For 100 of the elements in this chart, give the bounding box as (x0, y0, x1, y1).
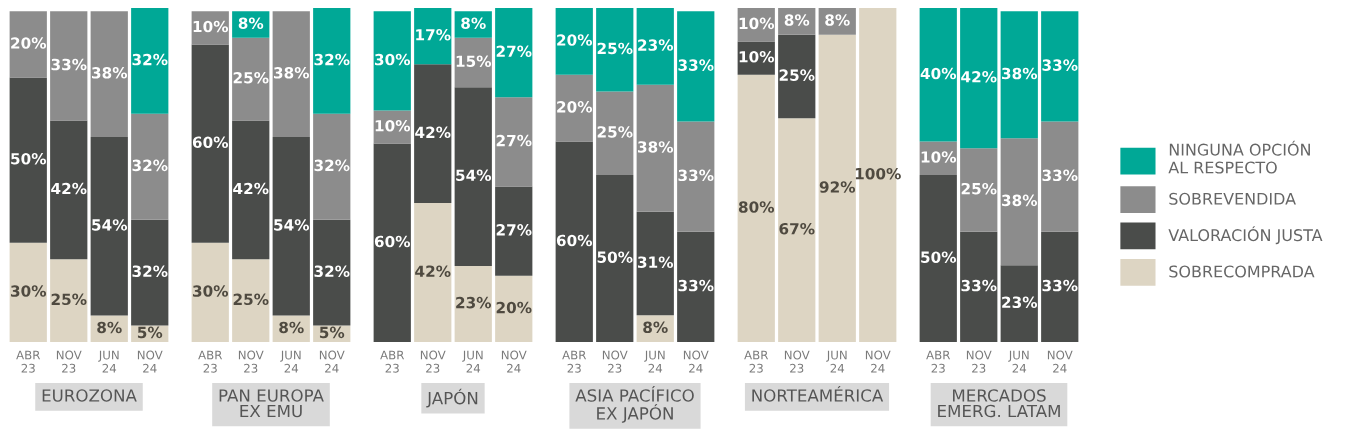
bar (495, 186, 533, 276)
data-label: 25% (597, 126, 633, 138)
data-label: 33% (678, 279, 714, 292)
x-axis-title: MERCADOS EMERG. LATAM (938, 389, 1060, 418)
bar (778, 118, 816, 342)
data-label: 17% (416, 28, 451, 41)
bar (636, 211, 674, 316)
x-tick-label: JUN 24 (462, 350, 483, 373)
x-tick-label: NOV 24 (683, 350, 709, 373)
data-label: 25% (961, 182, 997, 195)
data-label: 67% (779, 222, 815, 235)
data-label: 10% (739, 17, 775, 30)
data-label: 32% (314, 265, 350, 277)
data-label: 50% (921, 251, 957, 263)
bar (131, 8, 169, 114)
data-label: 25% (233, 293, 269, 306)
x-tick-label: ABR 23 (380, 350, 405, 373)
bar (495, 275, 533, 342)
data-label: 27% (496, 224, 532, 236)
data-label: 33% (1042, 169, 1078, 182)
bar (555, 8, 593, 75)
bar (414, 8, 452, 65)
data-label: 33% (678, 169, 714, 182)
x-tick-label: ABR 23 (744, 350, 769, 373)
bar (90, 11, 128, 137)
data-label: 25% (233, 71, 269, 84)
data-label: 42% (233, 182, 269, 195)
x-tick-label: JUN 24 (1008, 350, 1029, 373)
bar (191, 242, 229, 342)
bar (131, 219, 169, 326)
legend-label: SOBREVENDIDA (1169, 192, 1296, 205)
x-tick-label: NOV 23 (602, 350, 628, 373)
data-label: 33% (1042, 59, 1078, 71)
data-label: 30% (10, 285, 47, 297)
data-label: 32% (132, 53, 168, 66)
bar (636, 8, 674, 85)
x-axis-title: EUROZONA (42, 389, 137, 402)
x-tick-label: NOV 23 (784, 350, 810, 373)
data-label: 31% (637, 256, 674, 268)
x-tick-label: NOV 24 (501, 350, 527, 373)
data-label: 50% (597, 251, 633, 263)
bar (818, 34, 856, 342)
data-label: 8% (784, 14, 810, 26)
bar (313, 113, 351, 220)
data-label: 25% (597, 42, 633, 55)
bar (414, 203, 452, 342)
x-tick-label: ABR 23 (562, 350, 587, 373)
bar (313, 8, 351, 114)
bar (232, 259, 270, 342)
data-label: 20% (557, 34, 593, 46)
data-label: 38% (91, 67, 128, 79)
bar (9, 77, 47, 243)
bar (1041, 121, 1079, 232)
bar (9, 11, 47, 78)
data-label: 5% (319, 326, 345, 339)
data-label: 5% (137, 326, 163, 339)
x-axis-title: JAPÓN (426, 388, 478, 408)
bar (131, 113, 169, 220)
data-label: 10% (921, 151, 957, 163)
bar (677, 11, 715, 122)
bar (677, 231, 715, 342)
bar (919, 175, 957, 342)
data-label: 50% (11, 153, 47, 165)
data-label: 38% (1001, 67, 1038, 80)
x-tick-label: JUN 24 (644, 350, 665, 373)
bar (960, 231, 998, 342)
bar (555, 141, 593, 342)
data-label: 32% (314, 53, 350, 66)
data-label: 60% (556, 234, 593, 247)
bar (1000, 138, 1038, 266)
data-label: 54% (456, 169, 492, 182)
data-label: 60% (192, 136, 229, 149)
data-label: 32% (132, 265, 168, 277)
data-label: 33% (1042, 279, 1078, 292)
bar (919, 8, 957, 142)
bar (1041, 11, 1079, 122)
bar (596, 91, 634, 175)
bar (778, 34, 816, 119)
bar (1000, 265, 1038, 342)
bar (313, 219, 351, 326)
data-label: 23% (638, 39, 674, 51)
data-label: 23% (456, 296, 492, 309)
data-label: 8% (97, 321, 122, 334)
x-tick-label: NOV 23 (238, 350, 264, 373)
bar (555, 74, 593, 142)
bar (960, 148, 998, 232)
data-label: 25% (51, 293, 87, 306)
data-label: 80% (738, 201, 775, 213)
data-label: 10% (193, 20, 229, 33)
x-tick-label: JUN 24 (280, 350, 301, 373)
data-label: 20% (557, 101, 593, 113)
data-label: 32% (132, 159, 168, 172)
bar (454, 87, 492, 266)
bar (373, 11, 411, 111)
bar (50, 259, 88, 342)
data-label: 54% (92, 219, 128, 231)
data-label: 60% (374, 235, 411, 248)
legend-label: SOBRECOMPRADA (1169, 265, 1315, 278)
bar (1041, 231, 1079, 342)
data-label: 10% (375, 119, 411, 132)
